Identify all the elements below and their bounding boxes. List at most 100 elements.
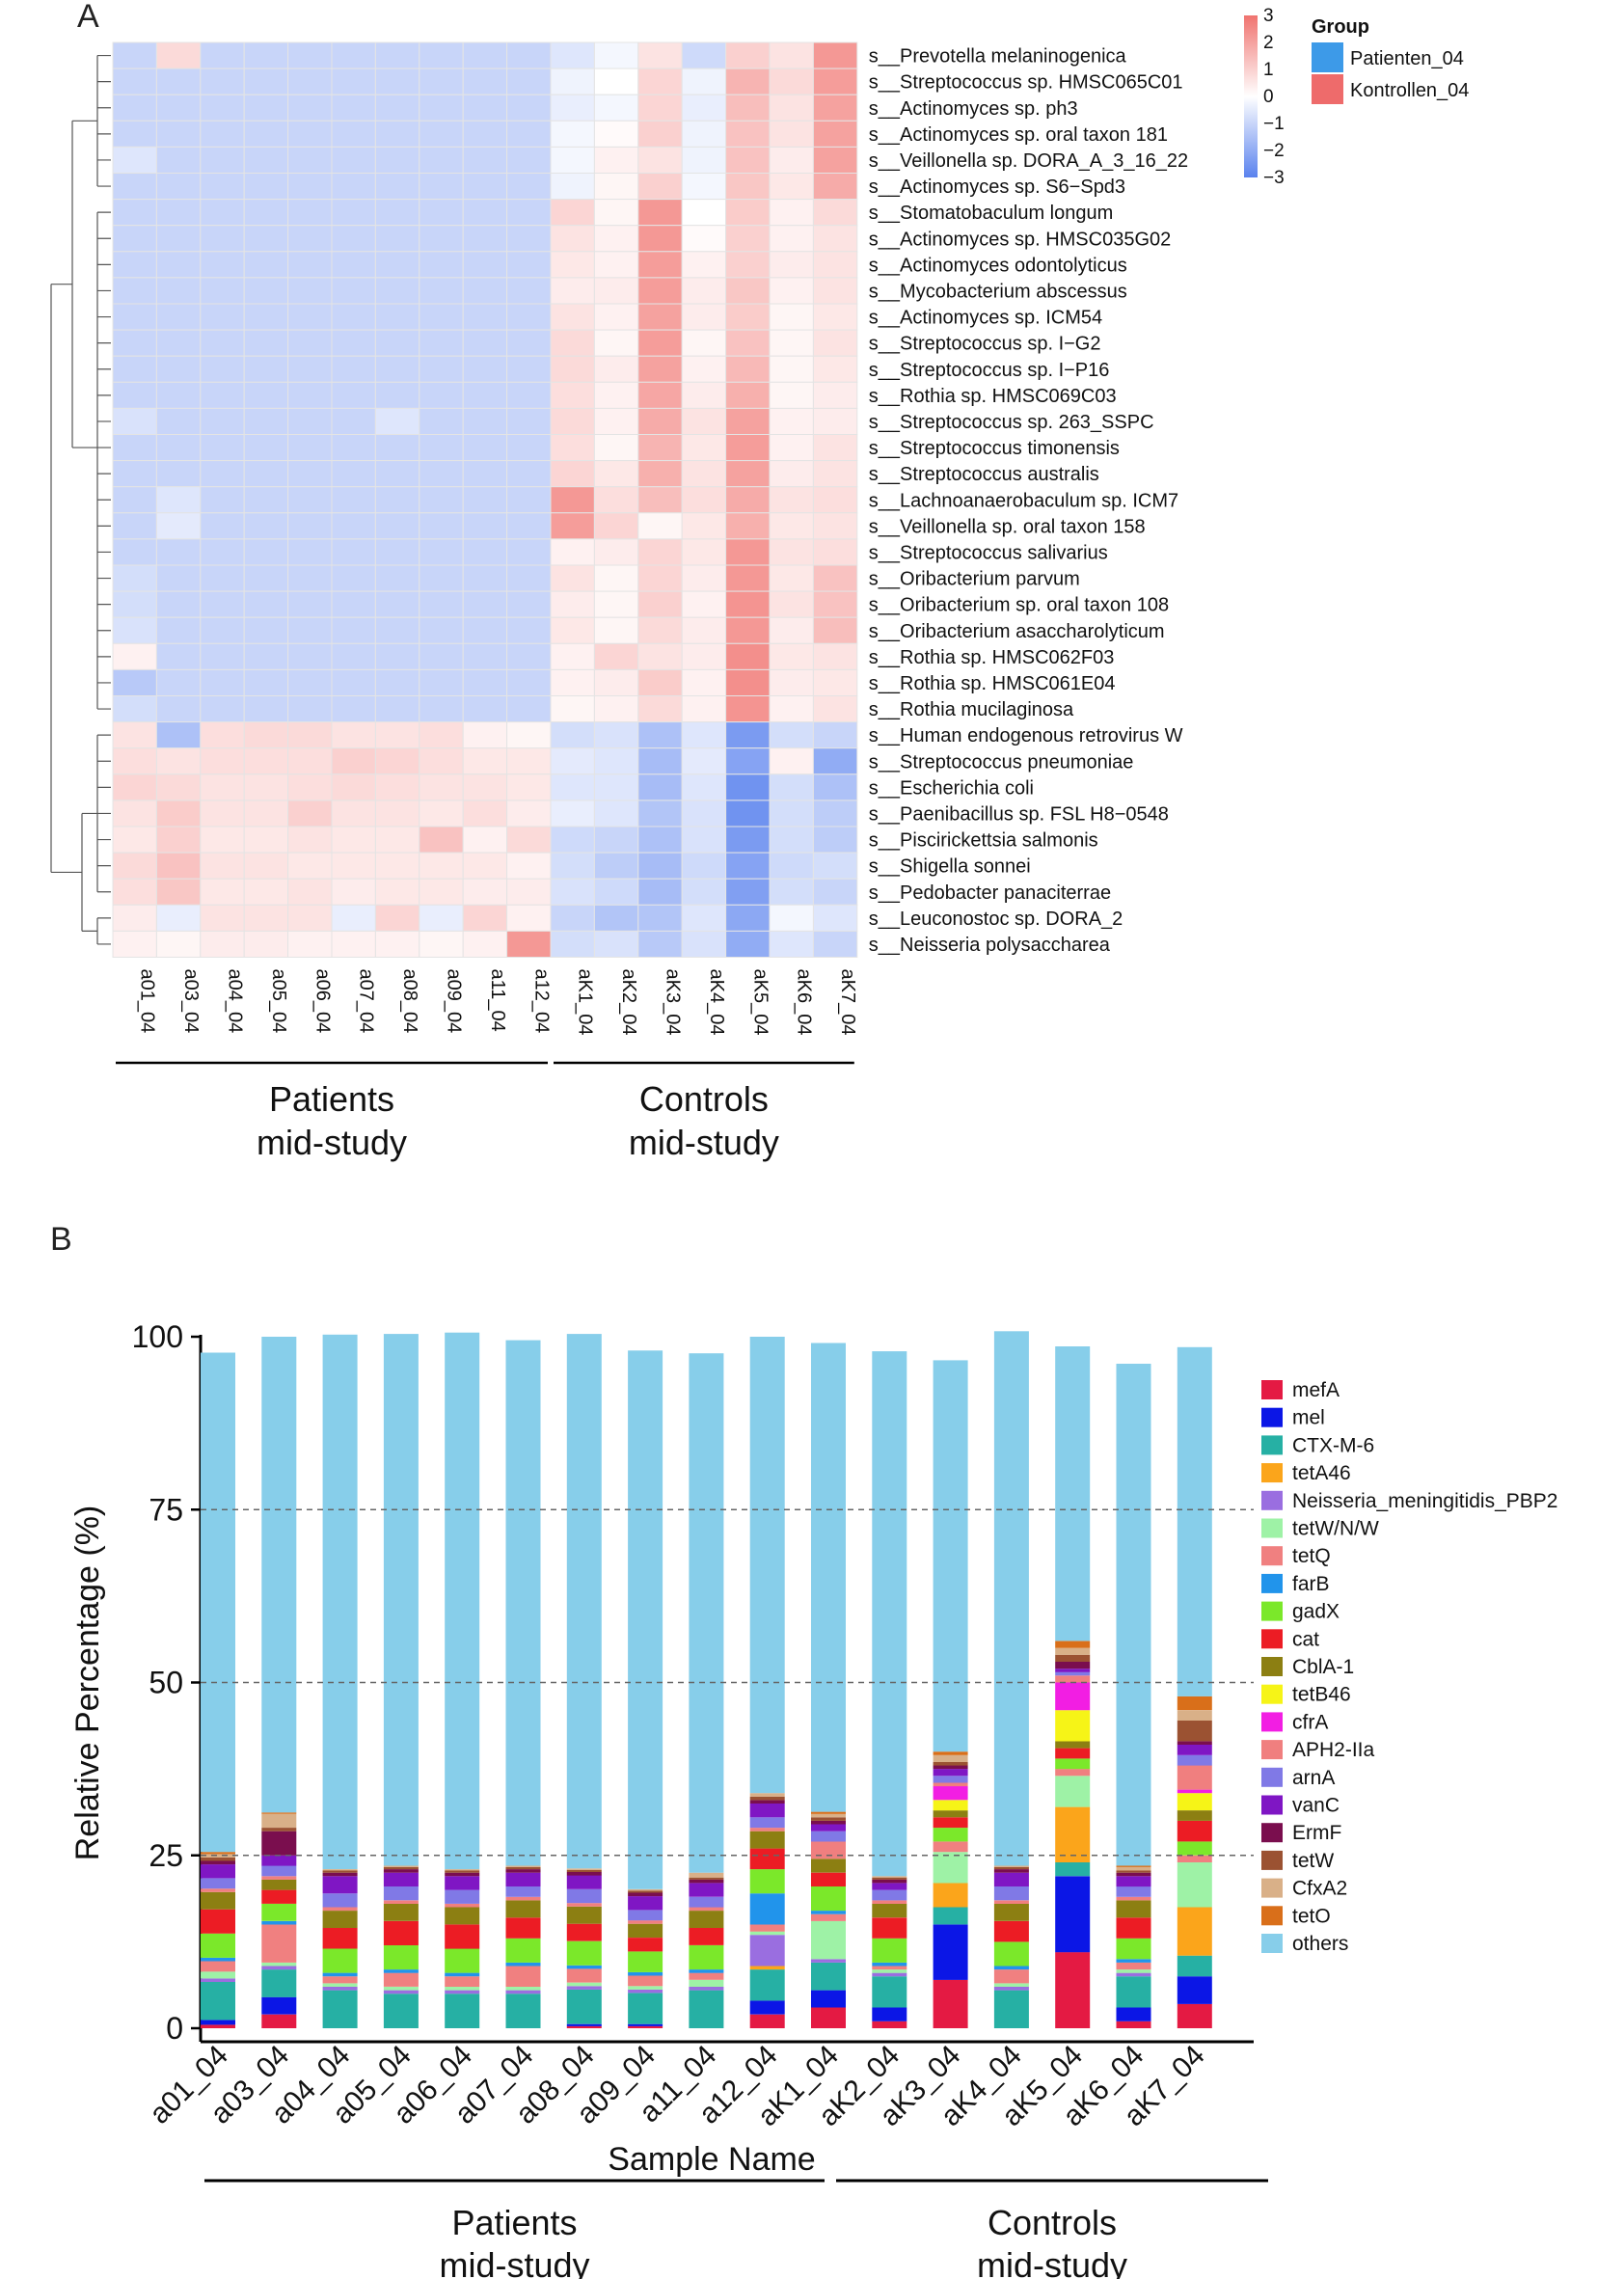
bar-segment [505,1340,541,1866]
heatmap-cell [462,773,508,801]
bar-segment [628,1986,663,1990]
heatmap-cell [550,277,595,305]
heatmap-cell [374,590,420,618]
heatmap-cell [243,852,289,880]
panel-label-a: A [77,0,99,35]
heatmap-cell [769,329,814,357]
heatmap-cell [637,642,683,670]
heatmap-cell [506,538,552,566]
bar-legend-swatch [1261,1823,1283,1843]
heatmap-cell [155,199,202,227]
heatmap-cell [462,355,508,383]
heatmap-row-label: s__Mycobacterium abscessus [869,281,1127,302]
bar-segment [201,1854,235,1858]
heatmap-cell [331,930,376,959]
bar-segment [566,1982,602,1987]
heatmap-cell [287,68,333,95]
heatmap-cell [769,773,814,801]
bar-segment [1116,1872,1151,1877]
heatmap-cell [681,173,727,201]
heatmap-cell [593,642,639,670]
heatmap-cell [769,41,814,69]
heatmap-cell [769,800,814,827]
heatmap-column-label: a09_04 [444,969,465,1034]
heatmap-cell [550,512,595,540]
heatmap-cell [243,173,289,201]
heatmap-cell [637,800,683,827]
heatmap-cell [200,747,245,775]
heatmap-cell [462,930,508,959]
heatmap-cell [287,173,333,201]
bar-legend-swatch [1261,1878,1283,1898]
heatmap-cell [155,747,202,775]
bar-segment [872,1883,907,1890]
heatmap-cell [374,721,420,749]
heatmap-cell [637,695,683,723]
heatmap-cell [200,94,245,122]
bar-segment [628,1350,663,1889]
heatmap-cell [374,930,420,959]
heatmap-cell [112,747,157,775]
heatmap-cell [112,277,157,305]
heatmap-cell [550,251,595,279]
heatmap-cell [725,538,771,566]
heatmap-cell [593,460,639,488]
heatmap-cell [462,251,508,279]
heatmap-cell [681,225,727,253]
bar-segment [811,1959,846,1963]
bar-segment [1055,1647,1091,1655]
heatmap-cell [112,852,157,880]
heatmap-cell [287,878,333,906]
bar-segment [993,1920,1029,1942]
heatmap-cell [506,695,552,723]
heatmap-cell [200,695,245,723]
bar-segment [628,1910,663,1921]
bar-segment [872,1351,907,1877]
bar-segment [201,1852,235,1855]
heatmap-cell [331,460,376,488]
heatmap-cell [593,512,639,540]
heatmap-cell [637,486,683,514]
heatmap-cell [155,486,202,514]
heatmap-cell [462,800,508,827]
heatmap-cell [462,668,508,697]
bar-segment [933,1769,968,1777]
bar-segment [505,1962,541,1967]
heatmap-cell [637,590,683,618]
heatmap-cell [462,303,508,331]
bar-segment [1116,2007,1151,2021]
bar-segment [872,1969,907,1973]
heatmap-row-label: s__Lachnoanaerobaculum sp. ICM7 [869,490,1178,511]
heatmap-cell [112,904,157,932]
heatmap-cell [681,642,727,670]
heatmap-cell [681,277,727,305]
heatmap-cell [331,616,376,644]
heatmap-cell [637,852,683,880]
bar-segment [628,1890,663,1893]
bar-segment [689,1879,724,1884]
heatmap-column-label: a04_04 [225,969,246,1034]
bar-segment [201,1982,235,2021]
bar-segment [811,1920,846,1960]
heatmap-row-label: s__Rothia mucilaginosa [869,699,1074,720]
bar-legend-label: CfxA2 [1292,1878,1347,1900]
heatmap-cell [681,930,727,959]
heatmap-cell [506,303,552,331]
y-tick-label: 25 [149,1838,183,1873]
heatmap-row-label: s__Pedobacter panaciterrae [869,882,1111,904]
bar-segment [933,1751,968,1755]
heatmap-cell [374,381,420,409]
bar-segment [933,1810,968,1818]
heatmap-cell [462,852,508,880]
heatmap-row-label: s__Streptococcus salivarius [869,542,1108,563]
heatmap-cell [419,460,464,488]
heatmap-cell [155,852,202,880]
heatmap-cell [200,800,245,827]
heatmap-cell [331,904,376,932]
heatmap-cell [200,564,245,592]
heatmap-cell [112,460,157,488]
bar-segment [993,1869,1029,1873]
colorbar-tick-label: −1 [1263,114,1285,134]
heatmap-cell [200,616,245,644]
heatmap-cell [200,407,245,435]
